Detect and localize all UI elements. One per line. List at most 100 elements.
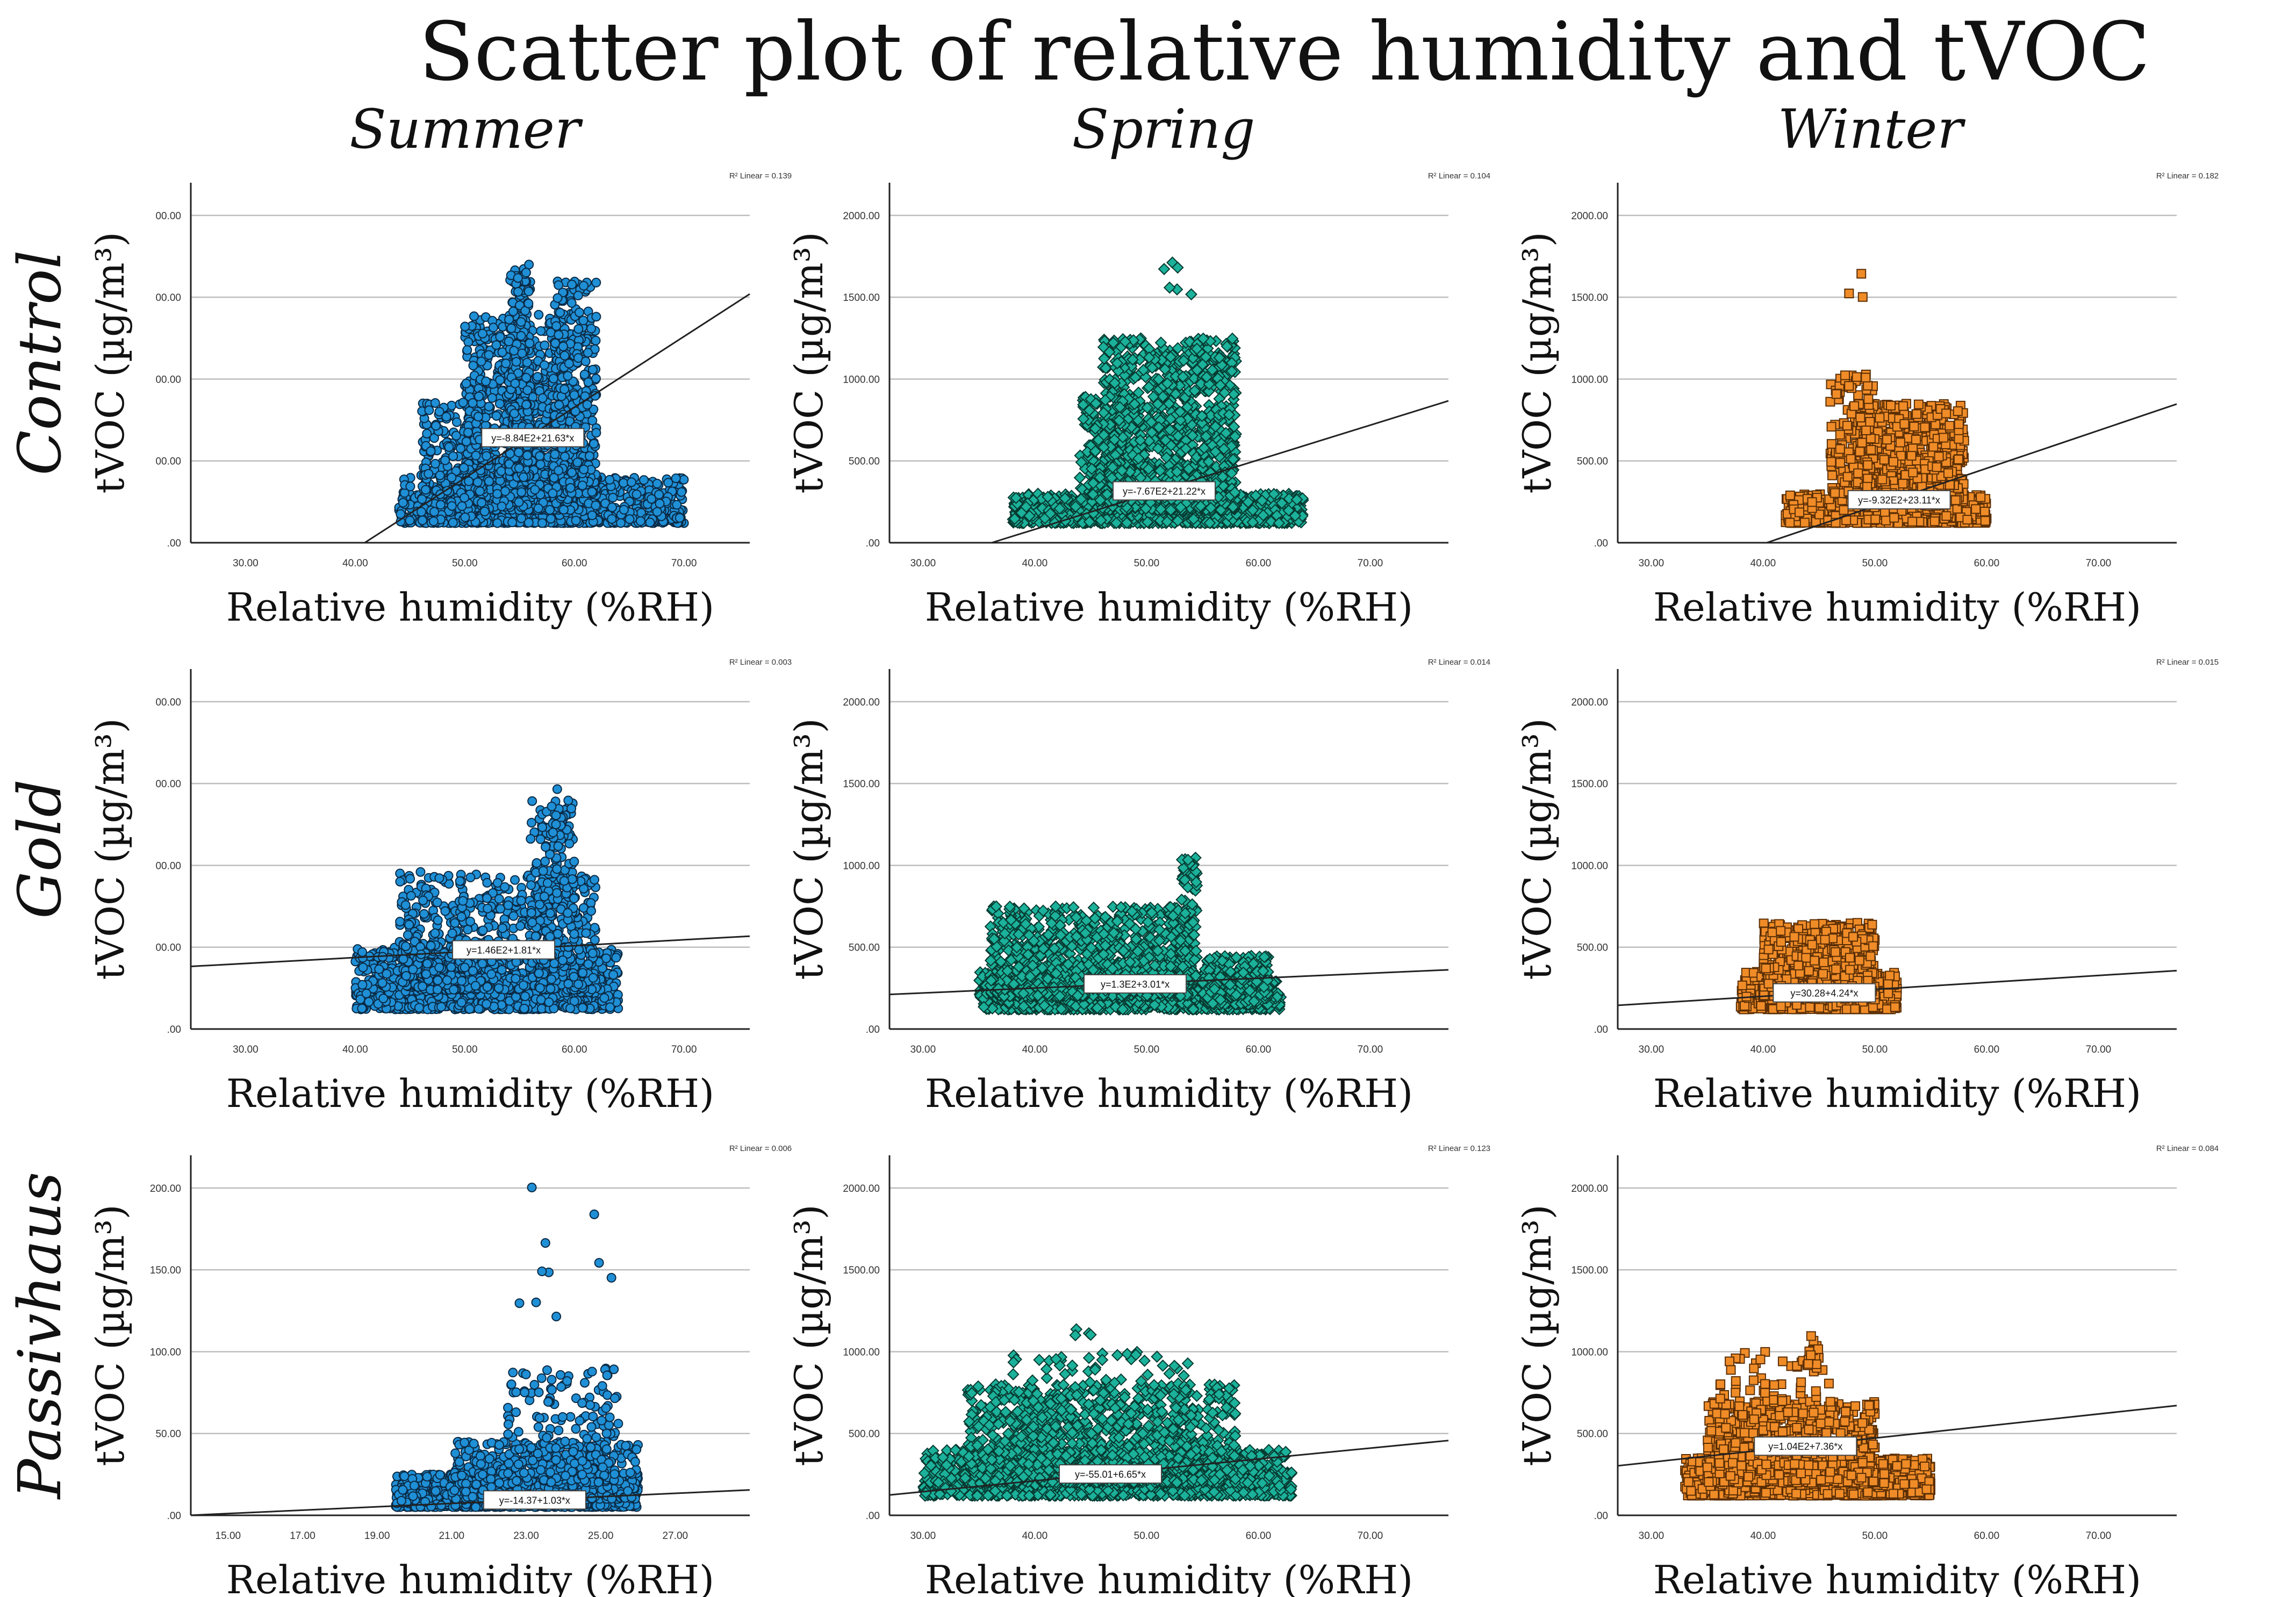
data-point: [588, 511, 597, 520]
data-point: [493, 490, 501, 498]
x-tick-label: 50.00: [452, 558, 478, 569]
data-point: [489, 323, 498, 332]
data-point: [464, 338, 472, 347]
season-header-spring: Spring: [1072, 98, 1255, 161]
data-point: [559, 506, 568, 514]
data-point: [492, 412, 501, 420]
data-point: [655, 499, 664, 508]
data-point: [470, 312, 478, 320]
data-point: [533, 372, 542, 381]
data-point: [525, 287, 533, 296]
x-tick-label: 60.00: [562, 558, 587, 569]
data-point: [469, 361, 477, 370]
data-point: [534, 504, 543, 513]
data-point: [509, 307, 518, 315]
data-point: [514, 287, 522, 296]
data-point: [505, 315, 513, 324]
data-point: [677, 488, 686, 497]
data-point: [605, 476, 614, 484]
data-point: [497, 467, 505, 476]
season-headers: Summer Spring Winter: [349, 98, 1965, 161]
x-tick-label: 30.00: [233, 558, 259, 569]
figure-title: Scatter plot of relative humidity and tV…: [419, 5, 2150, 99]
data-point: [519, 473, 528, 481]
data-point: [508, 518, 516, 527]
data-point: [485, 477, 493, 486]
data-point: [676, 514, 684, 522]
data-point: [522, 373, 530, 382]
data-point: [515, 464, 523, 472]
data-point: [620, 506, 628, 514]
x-tick-label: 40.00: [342, 558, 368, 569]
data-point: [496, 399, 504, 408]
data-point: [572, 516, 580, 525]
data-point: [535, 452, 544, 461]
data-point: [511, 379, 519, 388]
data-point: [607, 515, 616, 523]
y-tick-label: 00.00: [155, 211, 181, 222]
data-point: [547, 514, 555, 523]
data-point: [522, 268, 530, 277]
data-point: [496, 333, 504, 341]
data-point: [523, 358, 532, 367]
data-point: [525, 260, 533, 269]
data-point: [399, 499, 407, 507]
data-points: [395, 260, 688, 527]
data-point: [516, 332, 525, 340]
data-point: [633, 490, 641, 499]
data-point: [482, 377, 490, 386]
data-point: [672, 474, 680, 483]
data-point: [484, 351, 493, 359]
data-point: [679, 476, 688, 484]
data-point: [625, 515, 634, 523]
data-point: [514, 448, 523, 457]
data-point: [534, 311, 543, 319]
season-header-winter: Winter: [1778, 98, 1966, 161]
y-tick-label: .00: [167, 538, 181, 549]
data-point: [608, 493, 617, 502]
data-point: [498, 502, 506, 510]
data-point: [514, 274, 522, 282]
building-label-passivhaus: Passivhaus: [5, 1172, 74, 1500]
data-point: [523, 451, 532, 460]
data-point: [627, 478, 636, 486]
data-point: [640, 476, 648, 484]
data-point: [540, 361, 549, 370]
data-point: [406, 516, 414, 525]
data-point: [540, 341, 549, 350]
data-point: [616, 519, 625, 527]
data-point: [488, 394, 497, 402]
x-tick-label: 70.00: [671, 558, 697, 569]
data-point: [510, 409, 519, 418]
data-point: [530, 485, 539, 494]
data-point: [653, 508, 662, 516]
building-label-control: Control: [5, 250, 74, 475]
building-labels: Control Gold Passivhaus: [5, 250, 74, 1500]
data-point: [525, 339, 534, 348]
data-point: [536, 327, 545, 335]
data-point: [492, 341, 500, 349]
data-point: [496, 376, 504, 384]
building-label-gold: Gold: [5, 779, 74, 919]
season-header-summer: Summer: [349, 98, 583, 161]
data-point: [406, 482, 414, 491]
data-point: [546, 506, 554, 514]
data-point: [501, 487, 510, 495]
data-point: [653, 479, 662, 488]
y-tick-label: 00.00: [155, 374, 181, 385]
data-point: [645, 518, 654, 527]
data-point: [522, 400, 530, 409]
data-point: [478, 329, 487, 338]
data-point: [517, 488, 526, 497]
data-point: [461, 322, 469, 331]
data-point: [636, 517, 645, 526]
data-point: [512, 357, 521, 366]
y-tick-label: 00.00: [155, 456, 181, 467]
figure-canvas: Scatter plot of relative humidity and tV…: [0, 0, 2296, 1597]
data-point: [518, 349, 526, 358]
data-point: [539, 394, 547, 402]
data-point: [664, 478, 672, 487]
data-point: [463, 346, 471, 354]
